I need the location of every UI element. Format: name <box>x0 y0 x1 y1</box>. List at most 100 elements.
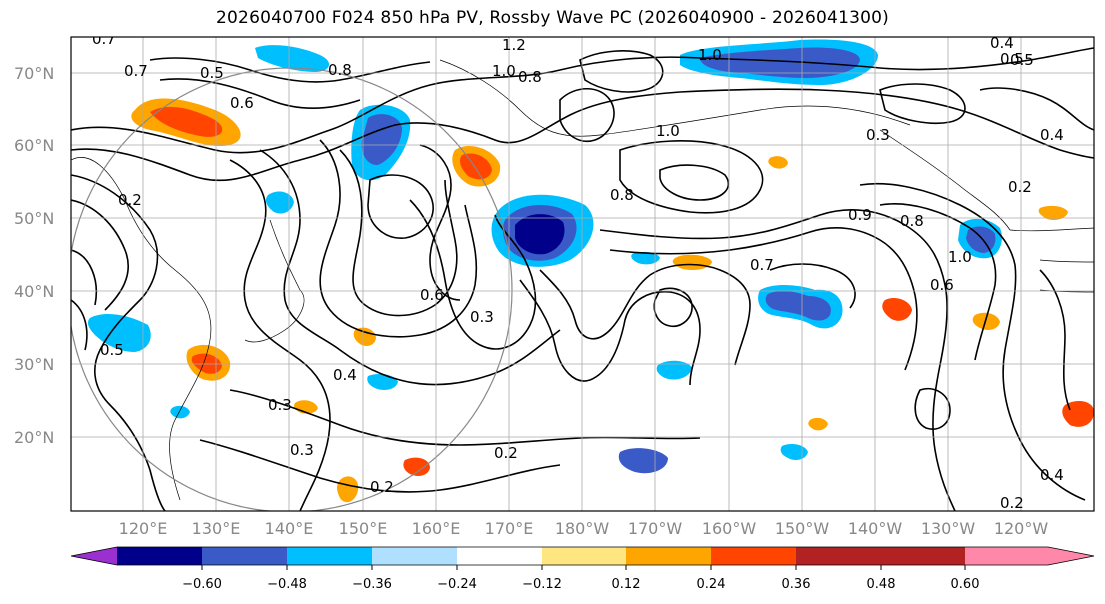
pv-contour <box>914 388 951 430</box>
map-plot-area <box>71 37 1094 511</box>
map-title: 2026040700 F024 850 hPa PV, Rossby Wave … <box>216 8 889 28</box>
colorbar-tick-label: 0.48 <box>867 577 896 592</box>
lon-label: 130°E <box>192 519 241 538</box>
contour-label: 0.6 <box>930 276 954 294</box>
contour-label: 0.5 <box>1010 51 1034 69</box>
coastline <box>244 219 305 343</box>
colorbar-tick-label: −0.12 <box>522 577 562 592</box>
colorbar-outline <box>70 546 1095 566</box>
lon-label: 160°E <box>412 519 461 538</box>
pv-contour <box>859 182 1086 501</box>
lon-label: 130°W <box>921 519 976 538</box>
pv-contour <box>609 227 918 371</box>
negative-anomaly-shade <box>765 290 831 321</box>
pv-contour <box>71 199 130 311</box>
colorbar-segment <box>457 547 542 565</box>
pv-contour <box>159 78 361 110</box>
colorbar-segment <box>542 547 626 565</box>
negative-anomaly-shade <box>618 448 668 474</box>
pv-contour <box>559 88 615 142</box>
contour-label: 1.0 <box>698 46 722 64</box>
pv-contour <box>579 50 664 93</box>
contour-label: 0.5 <box>100 341 124 359</box>
colorbar-tick-label: −0.60 <box>182 577 222 592</box>
coastline <box>1039 289 1094 293</box>
contour-label: 0.3 <box>290 441 314 459</box>
lat-label: 30°N <box>14 355 54 374</box>
pv-contour <box>599 209 956 511</box>
pv-contour <box>619 140 764 214</box>
colorbar-segment <box>881 547 965 565</box>
contour-label: 0.7 <box>92 30 116 48</box>
lon-label: 120°E <box>119 519 168 538</box>
negative-anomaly-shade <box>631 251 660 265</box>
colorbar-segment <box>965 547 1048 565</box>
contour-label: 0.2 <box>1008 178 1032 196</box>
pv-contour <box>229 389 701 446</box>
lat-label: 70°N <box>14 64 54 83</box>
negative-anomaly-shade <box>515 214 565 255</box>
colorbar-segment <box>202 547 287 565</box>
colorbar-tick-label: 0.60 <box>951 577 980 592</box>
positive-anomaly-shade <box>337 476 359 503</box>
contour-label: 0.7 <box>124 62 148 80</box>
colorbar-tick-label: −0.36 <box>352 577 392 592</box>
pv-contour <box>979 87 1094 131</box>
positive-anomaly-shade <box>150 106 223 137</box>
colorbar-segment <box>711 547 796 565</box>
contour-label: 0.6 <box>420 286 444 304</box>
pv-contour <box>71 299 88 351</box>
lat-label: 20°N <box>14 428 54 447</box>
negative-anomaly-shade <box>87 314 151 352</box>
lon-label: 170°E <box>485 519 534 538</box>
contour-label: 0.2 <box>370 478 394 496</box>
pv-contour <box>879 83 966 125</box>
contour-label: 0.8 <box>610 186 634 204</box>
colorbar-segment <box>372 547 457 565</box>
colorbar-extend-min <box>71 547 117 565</box>
pv-contour <box>659 164 730 201</box>
colorbar-extend-max <box>1048 547 1094 565</box>
colorbar-tick-label: 0.36 <box>782 577 811 592</box>
colorbar-tick-labels: −0.60 −0.48 −0.36 −0.24 −0.12 0.12 0.24 … <box>182 577 979 592</box>
positive-anomaly-shade <box>1038 205 1068 220</box>
coastline <box>71 157 212 501</box>
colorbar-ticks <box>201 565 966 570</box>
lat-label: 40°N <box>14 282 54 301</box>
negative-anomaly-shade <box>656 360 692 380</box>
negative-anomaly-shade <box>266 191 294 214</box>
pv-contour <box>199 439 561 493</box>
lon-label: 140°E <box>265 519 314 538</box>
lon-label: 140°W <box>848 519 903 538</box>
contour-label: 0.2 <box>118 191 142 209</box>
contour-labels: 0.7 1.2 0.4 0.5 1.0 0.8 0.5 0.7 1.0 0.6 … <box>92 30 1064 511</box>
positive-anomaly-shade <box>403 457 430 476</box>
colorbar: −0.60 −0.48 −0.36 −0.24 −0.12 0.12 0.24 … <box>70 546 1095 592</box>
contour-label: 0.2 <box>494 444 518 462</box>
pv-contour <box>367 174 434 239</box>
pv-contour <box>319 139 478 338</box>
contour-label: 0.4 <box>1040 126 1064 144</box>
positive-anomaly-shade <box>882 298 912 321</box>
coastline <box>1009 227 1094 232</box>
contour-label: 0.3 <box>470 308 494 326</box>
graticule <box>71 37 1094 511</box>
lat-label: 60°N <box>14 136 54 155</box>
shaded-anomalies <box>87 39 1094 503</box>
positive-anomaly-shade <box>460 153 492 180</box>
colorbar-tick-label: 0.24 <box>697 577 726 592</box>
contour-label: 0.5 <box>1000 50 1024 68</box>
colorbar-tick-label: 0.12 <box>612 577 641 592</box>
pv-contour <box>409 199 537 350</box>
contour-label: 0.3 <box>866 126 890 144</box>
contour-label: 0.8 <box>328 61 352 79</box>
latitude-labels: 70°N 60°N 50°N 40°N 30°N 20°N <box>14 64 54 447</box>
pv-contour <box>71 174 166 511</box>
pv-contour <box>149 57 431 83</box>
lon-label: 150°E <box>339 519 388 538</box>
positive-anomaly-shade <box>1062 400 1094 427</box>
lon-label: 160°W <box>702 519 757 538</box>
colorbar-segment <box>117 547 202 565</box>
lon-label: 180°W <box>555 519 610 538</box>
